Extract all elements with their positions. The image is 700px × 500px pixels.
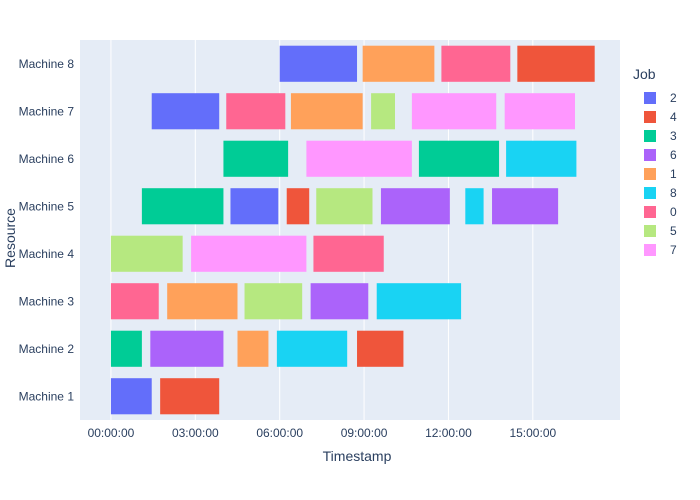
legend-swatch: [644, 92, 656, 104]
y-tick-label: Machine 2: [19, 342, 75, 356]
task-bar: [506, 140, 577, 177]
task-bar: [316, 188, 373, 225]
task-bar: [465, 188, 484, 225]
task-bar: [362, 45, 435, 82]
y-tick-label: Machine 6: [19, 152, 75, 166]
y-tick-label: Machine 8: [19, 57, 75, 71]
task-bar: [306, 140, 412, 177]
task-bar: [286, 188, 310, 225]
legend-items: 2 4 3 6 1 8 0 5 7: [644, 91, 677, 257]
legend-swatch: [644, 149, 656, 161]
x-tick-label: 03:00:00: [172, 426, 219, 440]
y-tick-labels: Machine 1 Machine 2 Machine 3 Machine 4 Mach…: [19, 57, 75, 404]
legend-label: 4: [670, 110, 677, 124]
task-bar: [167, 283, 238, 320]
task-bar: [110, 235, 183, 272]
x-tick-label: 15:00:00: [509, 426, 556, 440]
task-bar: [371, 93, 395, 130]
x-axis-title: Timestamp: [323, 448, 392, 464]
legend-swatch: [644, 244, 656, 256]
y-tick-label: Machine 4: [19, 247, 75, 261]
legend: Job 2 4 3 6 1 8 0 5 7: [633, 66, 677, 257]
task-bar: [310, 283, 369, 320]
task-bar: [226, 93, 286, 130]
task-bar: [110, 330, 142, 367]
task-bar: [376, 283, 462, 320]
task-bar: [151, 93, 220, 130]
task-bar: [380, 188, 450, 225]
bars-layer: [110, 45, 595, 415]
legend-label: 5: [670, 224, 677, 238]
x-tick-label: 12:00:00: [425, 426, 472, 440]
task-bar: [237, 330, 269, 367]
y-axis-title: Resource: [2, 208, 18, 268]
task-bar: [160, 378, 220, 415]
task-bar: [441, 45, 511, 82]
task-bar: [313, 235, 384, 272]
task-bar: [150, 330, 224, 367]
y-tick-label: Machine 3: [19, 294, 75, 308]
y-tick-label: Machine 7: [19, 104, 75, 118]
x-tick-label: 09:00:00: [341, 426, 388, 440]
legend-swatch: [644, 111, 656, 123]
task-bar: [244, 283, 303, 320]
task-bar: [279, 45, 358, 82]
x-tick-labels: 00:00:00 03:00:00 06:00:00 09:00:00 12:00:00…: [88, 426, 557, 440]
task-bar: [110, 378, 152, 415]
legend-swatch: [644, 225, 656, 237]
task-bar: [517, 45, 595, 82]
legend-label: 8: [670, 186, 677, 200]
legend-label: 0: [670, 205, 677, 219]
x-tick-label: 06:00:00: [256, 426, 303, 440]
legend-swatch: [644, 206, 656, 218]
task-bar: [492, 188, 559, 225]
task-bar: [191, 235, 307, 272]
task-bar: [357, 330, 404, 367]
legend-swatch: [644, 168, 656, 180]
legend-label: 1: [670, 167, 677, 181]
task-bar: [418, 140, 500, 177]
task-bar: [230, 188, 279, 225]
legend-swatch: [644, 130, 656, 142]
y-tick-label: Machine 5: [19, 199, 75, 213]
task-bar: [411, 93, 497, 130]
legend-swatch: [644, 187, 656, 199]
task-bar: [504, 93, 575, 130]
task-bar: [141, 188, 224, 225]
task-bar: [223, 140, 289, 177]
legend-label: 7: [670, 243, 677, 257]
task-bar: [110, 283, 159, 320]
legend-label: 2: [670, 91, 677, 105]
x-tick-label: 00:00:00: [88, 426, 135, 440]
task-bar: [276, 330, 348, 367]
task-bar: [290, 93, 363, 130]
legend-title: Job: [633, 66, 656, 82]
legend-label: 6: [670, 148, 677, 162]
y-tick-label: Machine 1: [19, 389, 75, 403]
legend-label: 3: [670, 129, 677, 143]
